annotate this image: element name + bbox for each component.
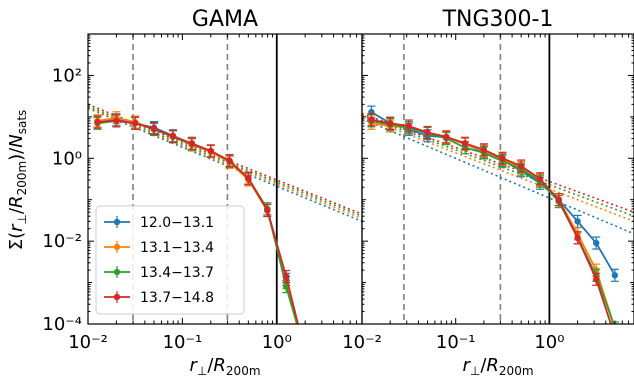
data-point (517, 162, 525, 170)
legend-swatch-marker (113, 268, 121, 276)
y-axis-label: Σ(r⊥/R200m)/Nsats (6, 110, 29, 251)
data-point (443, 133, 450, 141)
legend-swatch-marker (113, 243, 121, 251)
data-point (574, 218, 581, 225)
x-tick-label: 10⁻¹ (163, 332, 203, 353)
data-point (226, 157, 233, 164)
y-axis-ticks: 10⁻⁴ 10⁻² 10⁰ 10² (42, 35, 634, 335)
fit-line-0 (88, 107, 362, 223)
legend-box (95, 205, 245, 315)
data-point (424, 129, 431, 136)
data-point (405, 122, 413, 130)
data-point (368, 116, 375, 123)
data-point (113, 117, 120, 125)
x-tick-label: 10⁰ (534, 332, 564, 353)
fit-line-3 (362, 112, 634, 213)
legend-entry-label: 13.4−13.7 (140, 265, 214, 281)
data-point (245, 175, 252, 182)
legend-swatch-marker (113, 218, 121, 226)
legend-entry-label: 12.0−13.1 (140, 215, 214, 231)
x-tick-label: 10⁰ (262, 332, 292, 353)
panel-tng300-frame (361, 33, 634, 325)
data-point (302, 350, 308, 356)
data-point (612, 325, 618, 331)
data-point (536, 175, 544, 182)
data-point (480, 146, 488, 154)
x-tick-label: 10⁻² (342, 332, 382, 353)
legend-entry-label: 13.7−14.8 (140, 290, 214, 306)
fit-line-1 (362, 116, 634, 223)
y-tick-label: 10⁻² (42, 231, 82, 252)
data-point (593, 276, 600, 283)
panel-gama: GAMA r⊥/R200m 10⁻² 10⁻¹ 10⁰ (68, 7, 363, 378)
data-point (302, 350, 308, 356)
data-point (131, 120, 139, 127)
data-point (574, 234, 581, 242)
fit-line-3 (88, 103, 362, 215)
data-point (188, 140, 196, 147)
data-point (302, 350, 308, 356)
fit-line-1 (88, 106, 362, 220)
x-tick-label: 10⁻¹ (436, 332, 476, 353)
y-tick-label: 10² (52, 65, 82, 86)
panel-tng300: TNG300-1 r⊥/R200m 10⁻² 10⁻¹ 10⁰ (342, 7, 634, 378)
data-point (387, 120, 394, 127)
series-line-0 (370, 111, 616, 276)
data-point (302, 350, 308, 356)
legend-entry-label: 13.1−13.4 (140, 240, 214, 256)
data-point (612, 325, 618, 331)
panel-tng300-title: TNG300-1 (442, 7, 554, 32)
data-point (283, 273, 290, 280)
data-point (169, 133, 177, 140)
panel-gama-xlabel: r⊥/R200m (189, 355, 260, 378)
legend-swatch-marker (113, 293, 121, 301)
data-point (611, 272, 619, 279)
legend: 12.0−13.1 13.1−13.4 13.4−13.7 13.7−14.8 (95, 205, 245, 315)
fit-line-0 (362, 118, 634, 235)
data-point (593, 239, 600, 247)
x-tick-label: 10⁻² (68, 332, 108, 353)
data-point (264, 207, 271, 214)
fit-line-2 (362, 114, 634, 217)
panel-tng300-xlabel: r⊥/R200m (462, 355, 533, 378)
data-point (555, 196, 562, 203)
data-point (150, 125, 158, 132)
data-point (94, 118, 101, 126)
panel-gama-title: GAMA (192, 7, 258, 32)
y-tick-label: 10⁻⁴ (42, 314, 82, 335)
y-tick-label: 10⁰ (52, 148, 82, 169)
data-point (461, 140, 469, 147)
data-point (207, 147, 214, 155)
fit-line-2 (88, 105, 362, 217)
data-point (612, 333, 618, 339)
data-point (499, 155, 506, 162)
